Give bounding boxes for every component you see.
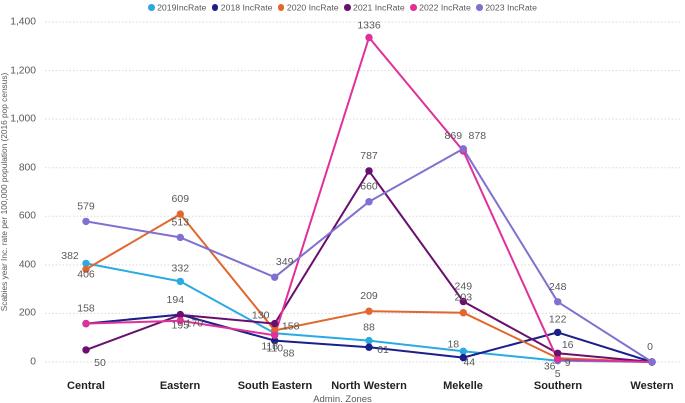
svg-text:203: 203: [455, 292, 473, 304]
svg-text:18: 18: [447, 339, 459, 351]
svg-text:787: 787: [360, 150, 378, 162]
svg-text:50: 50: [94, 357, 106, 369]
svg-text:170: 170: [186, 318, 204, 330]
svg-text:158: 158: [77, 303, 95, 315]
svg-text:1336: 1336: [357, 20, 381, 32]
svg-text:349: 349: [276, 256, 294, 268]
svg-text:194: 194: [167, 294, 185, 306]
svg-text:382: 382: [61, 250, 79, 262]
svg-text:332: 332: [172, 262, 190, 274]
svg-text:110: 110: [266, 342, 283, 354]
svg-text:9: 9: [565, 357, 571, 369]
svg-text:579: 579: [77, 200, 95, 212]
svg-text:609: 609: [172, 193, 190, 205]
svg-text:130: 130: [252, 309, 270, 321]
svg-text:406: 406: [77, 268, 95, 280]
svg-text:248: 248: [549, 281, 567, 293]
svg-text:513: 513: [172, 216, 190, 228]
svg-text:0: 0: [647, 341, 653, 353]
svg-text:209: 209: [360, 290, 378, 302]
svg-text:88: 88: [283, 348, 295, 360]
svg-text:16: 16: [562, 339, 574, 351]
svg-text:61: 61: [377, 344, 389, 356]
svg-text:122: 122: [549, 313, 567, 325]
svg-text:249: 249: [455, 281, 473, 293]
svg-text:5: 5: [555, 368, 561, 380]
svg-text:878: 878: [469, 130, 487, 142]
svg-text:158: 158: [282, 321, 300, 333]
svg-text:869: 869: [445, 130, 463, 142]
svg-text:88: 88: [363, 322, 375, 334]
svg-text:36: 36: [544, 360, 556, 372]
svg-text:660: 660: [360, 181, 378, 193]
svg-text:44: 44: [463, 356, 475, 368]
